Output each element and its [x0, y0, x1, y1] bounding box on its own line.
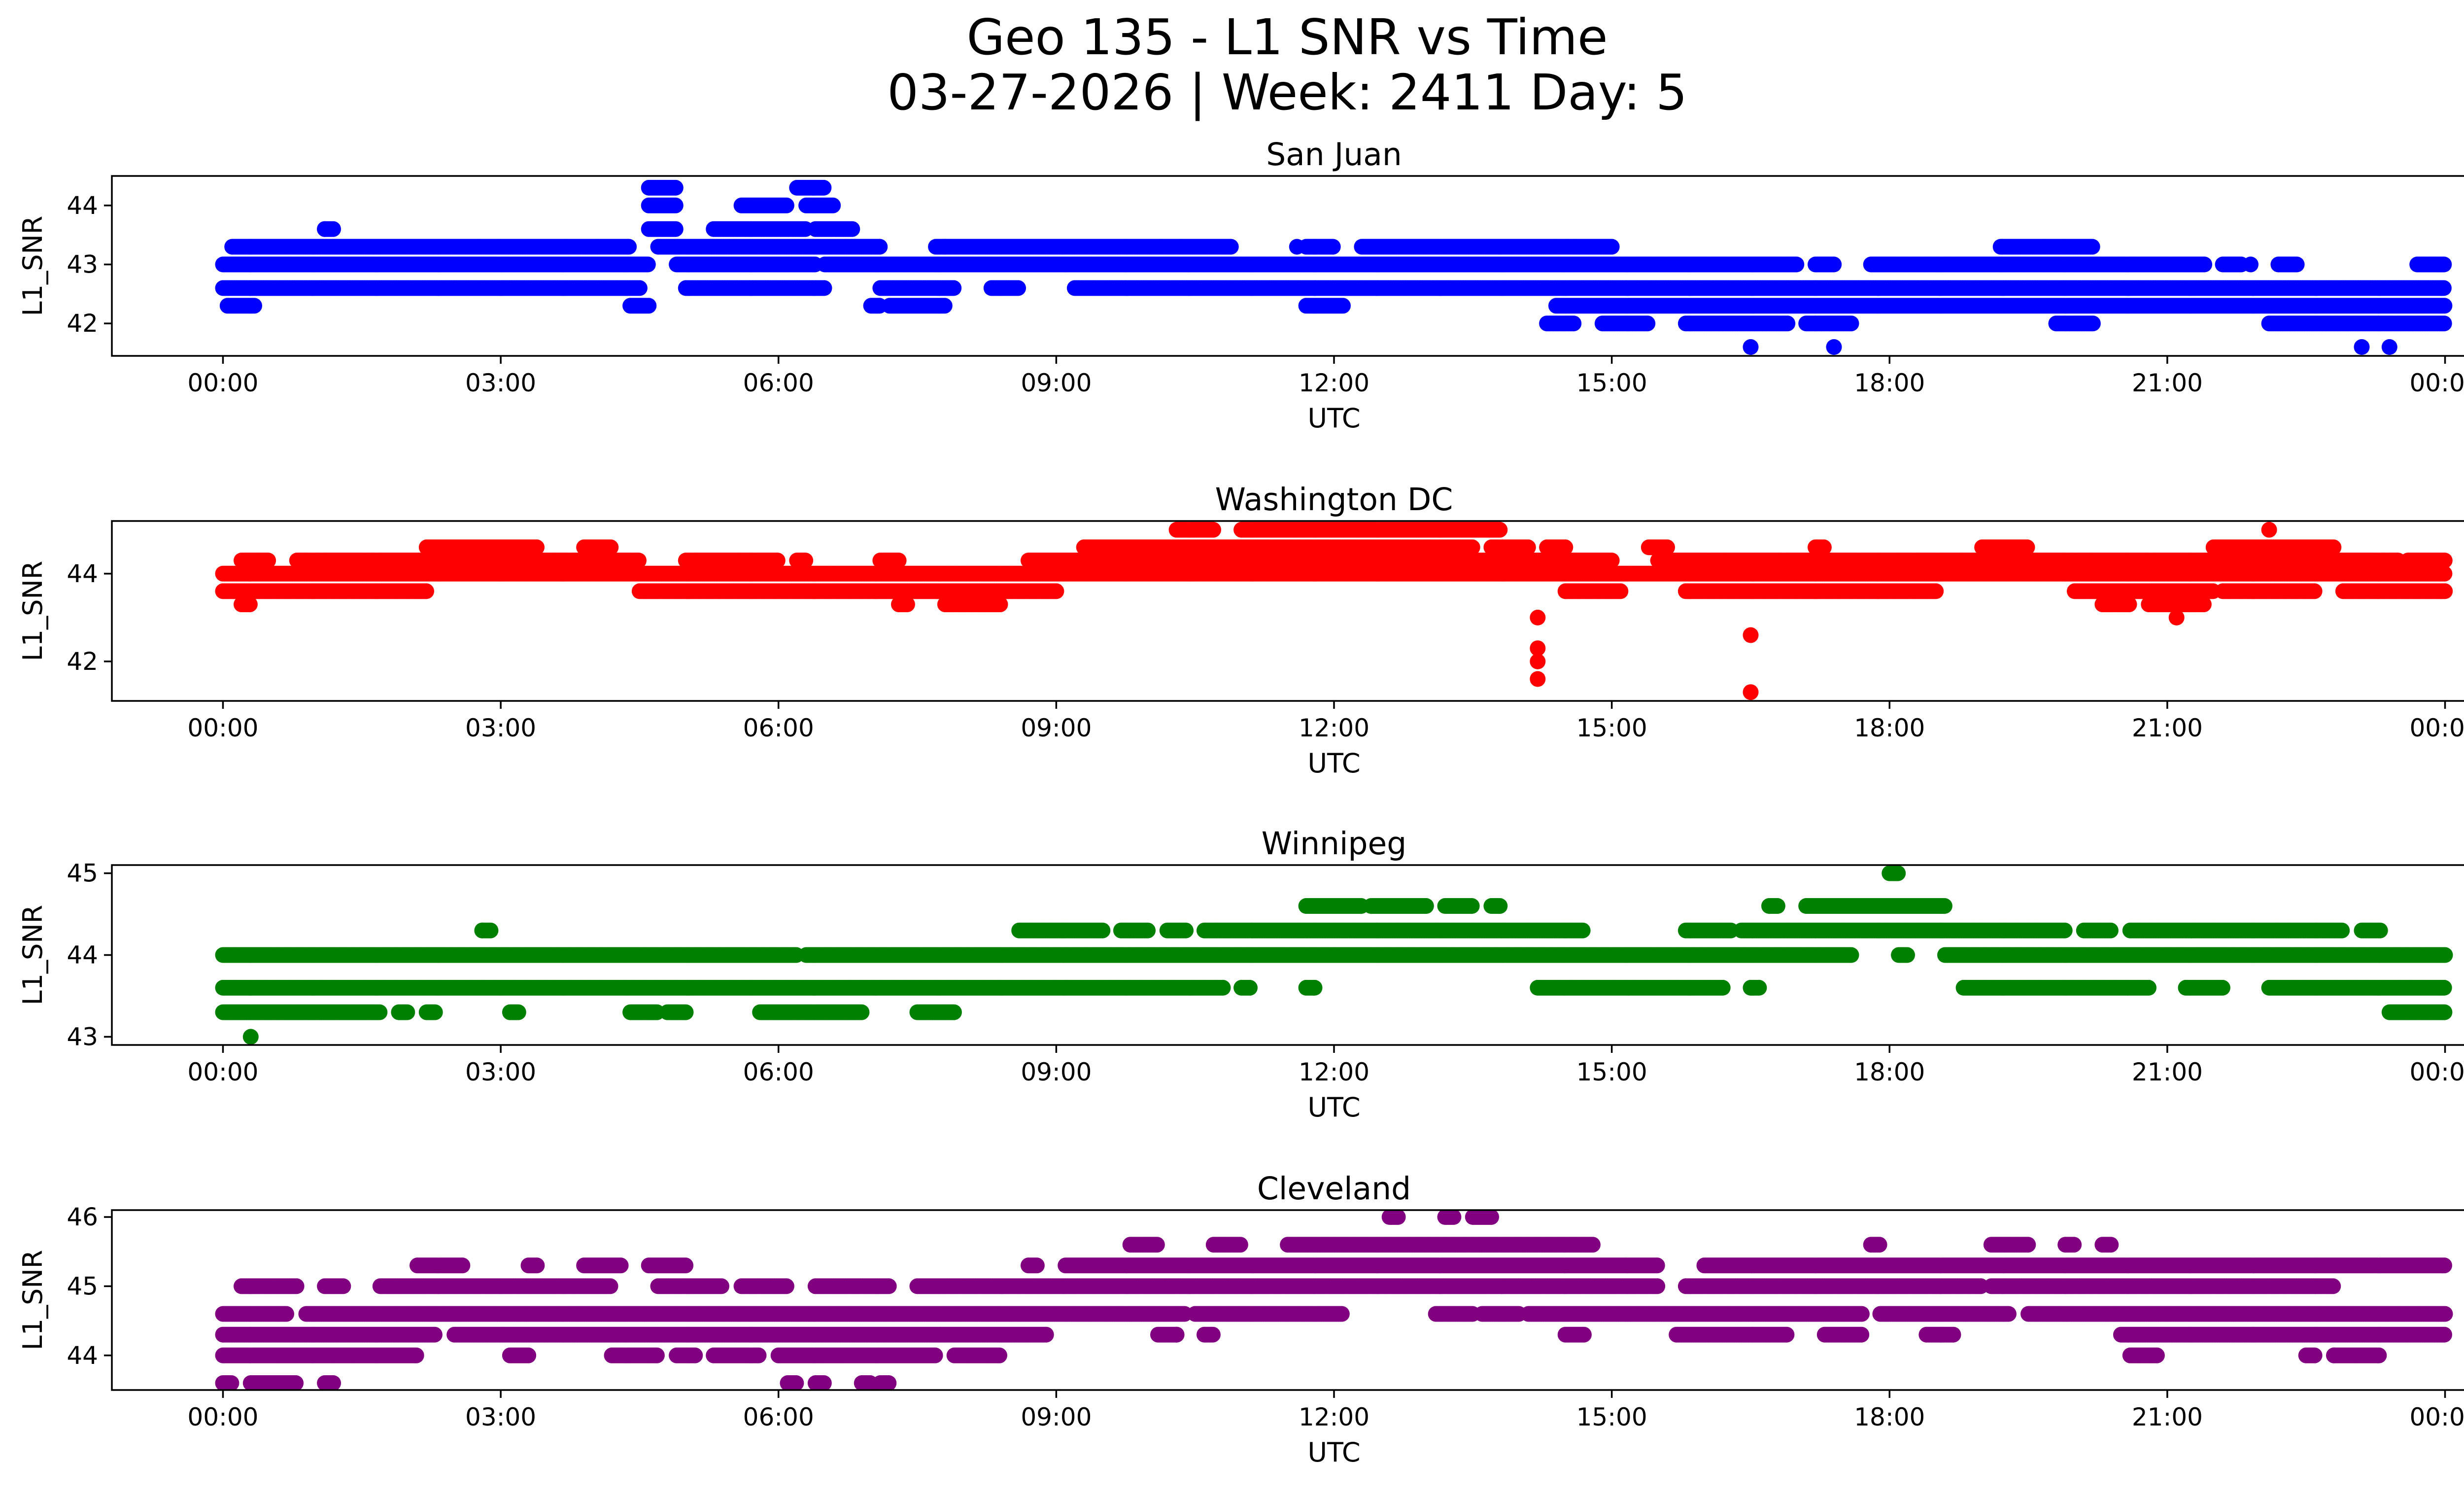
scatter-series [215, 179, 2453, 355]
data-point [1788, 256, 1805, 273]
data-point [2436, 315, 2452, 332]
figure-title-line2: 03-27-2026 | Week: 2411 Day: 5 [887, 64, 1687, 121]
data-point [1640, 315, 1656, 332]
data-point [246, 298, 262, 314]
data-point [946, 280, 962, 296]
data-point [2354, 339, 2370, 355]
data-point [844, 221, 860, 237]
x-tick-label: 00:00 [187, 369, 258, 397]
data-point [992, 596, 1008, 613]
data-point [1743, 339, 1759, 355]
y-tick-label: 42 [67, 309, 98, 338]
data-point [2243, 256, 2259, 273]
x-tick-label: 18:00 [1854, 369, 1925, 397]
data-point [1826, 256, 1842, 273]
data-point [2195, 596, 2212, 613]
data-point [641, 298, 657, 314]
data-point [2381, 339, 2397, 355]
data-point [1604, 239, 1620, 255]
data-point [2435, 280, 2452, 296]
y-tick-label: 44 [67, 191, 98, 220]
data-point [1010, 280, 1026, 296]
y-axis-label: L1_SNR [17, 216, 48, 316]
data-point [418, 583, 434, 599]
data-point [2084, 239, 2100, 255]
data-point [241, 596, 258, 613]
subplots: San Juan 00:00 03:00 06:00 09:00 12:00 15:00 18… [17, 137, 2464, 1468]
data-point [1843, 315, 1859, 332]
data-point [640, 256, 656, 273]
data-point [825, 197, 841, 213]
x-tick-label: 15:00 [1576, 369, 1647, 397]
figure-title-line1: Geo 135 - L1 SNR vs Time [967, 8, 1608, 66]
x-tick-label: 12:00 [1299, 369, 1369, 397]
data-point [317, 221, 333, 237]
data-point [2196, 256, 2213, 273]
data-point [667, 197, 684, 213]
data-point [936, 298, 953, 314]
x-axis-label: UTC [1307, 403, 1360, 434]
data-point [816, 280, 832, 296]
data-point [667, 221, 684, 237]
x-tick-label: 09:00 [1021, 369, 1092, 397]
subplot: San Juan 00:00 03:00 06:00 09:00 12:00 15:00 18… [17, 137, 2464, 434]
y-tick-label: 43 [67, 250, 98, 279]
data-point [1826, 339, 1842, 355]
x-tick-label: 03:00 [465, 369, 536, 397]
data-point [1612, 583, 1629, 599]
data-point [667, 179, 684, 196]
x-tick-label: 00:00 [2409, 369, 2464, 397]
data-point [2436, 256, 2452, 273]
data-point [872, 239, 888, 255]
subplot-title: Washington DC [1215, 482, 1453, 518]
data-point [1780, 315, 1796, 332]
data-point [1928, 583, 1944, 599]
data-point [1048, 583, 1064, 599]
data-point [899, 596, 915, 613]
subplot-title: San Juan [1266, 137, 1402, 173]
data-point [2436, 298, 2453, 314]
data-point [816, 179, 832, 196]
data-point [631, 280, 648, 296]
data-point [2121, 596, 2137, 613]
scatter-series [215, 522, 2453, 700]
data-point [1223, 239, 1239, 255]
data-point [1325, 239, 1341, 255]
data-point [1335, 298, 1351, 314]
data-point [2289, 256, 2305, 273]
data-point [937, 239, 953, 255]
x-tick-label: 06:00 [743, 369, 814, 397]
data-point [778, 197, 794, 213]
data-point [1566, 315, 1582, 332]
x-tick-label: 21:00 [2132, 369, 2203, 397]
data-point [2085, 315, 2101, 332]
data-point [1289, 239, 1305, 255]
data-point [621, 239, 637, 255]
